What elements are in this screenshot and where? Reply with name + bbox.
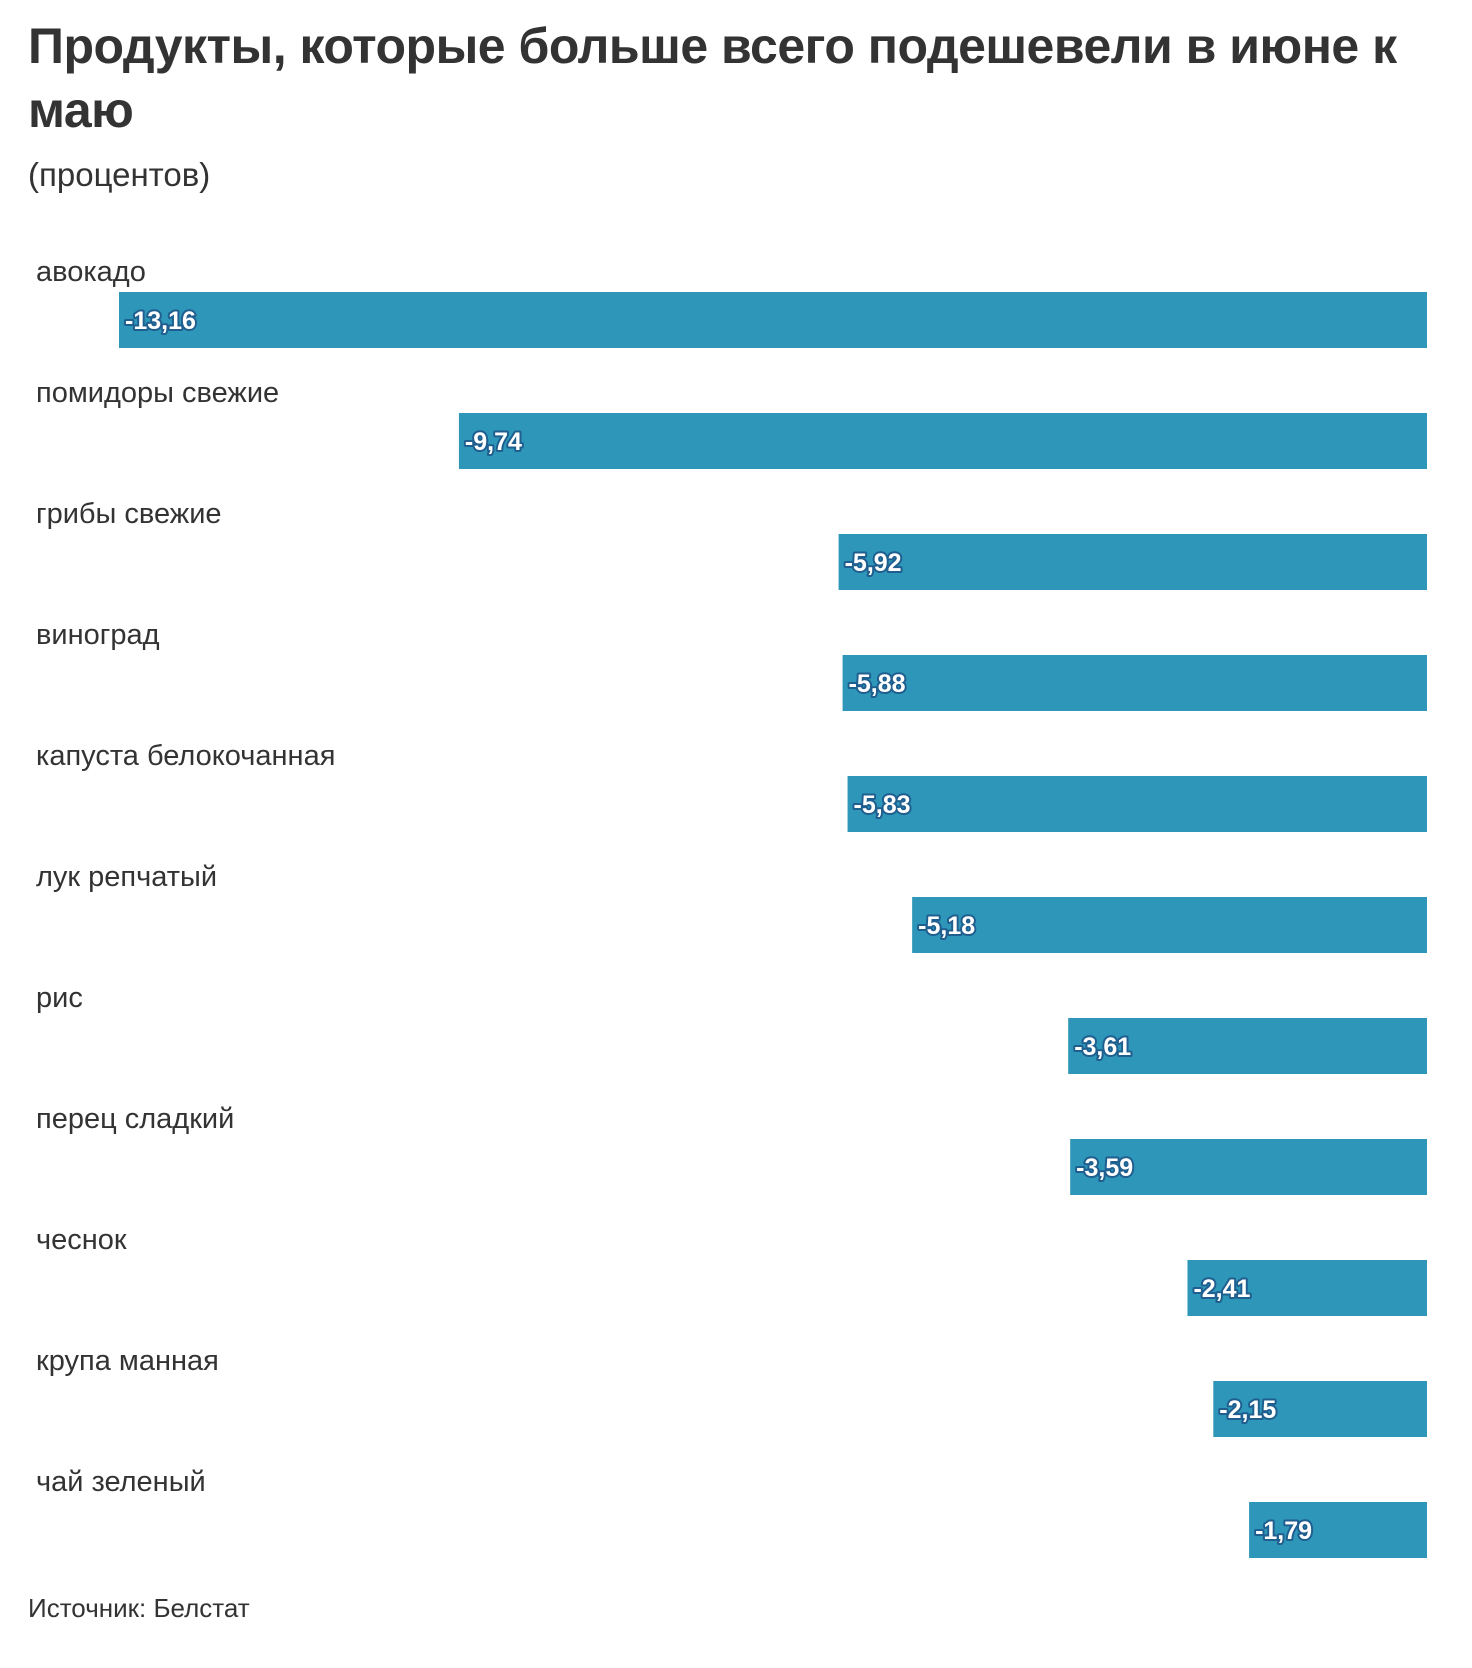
bar-group: крупа манная -2,15: [36, 1345, 1427, 1437]
category-label: чай зеленый: [36, 1466, 206, 1498]
category-label: виноград: [36, 619, 160, 651]
bar-group: лук репчатый -5,18: [36, 861, 1427, 953]
category-label: чеснок: [36, 1224, 127, 1256]
value-label: -1,79: [1255, 1517, 1312, 1545]
chart-title: Продукты, которые больше всего подешевел…: [28, 18, 1397, 138]
category-label: помидоры свежие: [36, 377, 279, 409]
category-label: крупа манная: [36, 1345, 219, 1377]
bar-group: виноград -5,88: [36, 619, 1427, 711]
value-label: -5,18: [918, 912, 975, 940]
bar: [912, 897, 1427, 953]
value-label: -2,15: [1219, 1396, 1276, 1424]
value-label: -5,88: [849, 670, 906, 698]
category-label: лук репчатый: [36, 861, 217, 893]
bar-group: чеснок -2,41: [36, 1224, 1427, 1316]
value-label: -5,92: [845, 549, 902, 577]
bar: [1068, 1018, 1427, 1074]
bar: [1213, 1381, 1427, 1437]
category-label: перец сладкий: [36, 1103, 234, 1135]
bar-group: грибы свежие -5,92: [36, 498, 1427, 590]
category-label: грибы свежие: [36, 498, 222, 530]
bar: [1187, 1260, 1427, 1316]
bar: [847, 776, 1427, 832]
value-label: -13,16: [125, 307, 196, 335]
bar-group: капуста белокочанная -5,83: [36, 740, 1427, 832]
bar: [119, 292, 1427, 348]
bar-group: рис -3,61: [36, 982, 1427, 1074]
bar: [838, 534, 1427, 590]
bar-group: помидоры свежие -9,74: [36, 377, 1427, 469]
bar: [1249, 1502, 1427, 1558]
value-label: -2,41: [1193, 1275, 1250, 1303]
category-label: капуста белокочанная: [36, 740, 335, 772]
bars-layer: авокадо -13,16 помидоры свежие -9,74 грибы с…: [36, 256, 1427, 1558]
source-note: Источник: Белстат: [28, 1593, 250, 1623]
category-label: авокадо: [36, 256, 146, 288]
value-label: -3,61: [1074, 1033, 1131, 1061]
bar-group: чай зеленый -1,79: [36, 1466, 1427, 1558]
value-label: -9,74: [465, 428, 522, 456]
bar: [842, 655, 1427, 711]
chart-subtitle: (процентов): [28, 156, 211, 193]
value-label: -3,59: [1076, 1154, 1133, 1182]
bar-group: перец сладкий -3,59: [36, 1103, 1427, 1195]
category-label: рис: [36, 982, 83, 1014]
bar: [1070, 1139, 1427, 1195]
bar: [458, 413, 1427, 469]
value-label: -5,83: [854, 791, 911, 819]
bar-group: авокадо -13,16: [36, 256, 1427, 348]
